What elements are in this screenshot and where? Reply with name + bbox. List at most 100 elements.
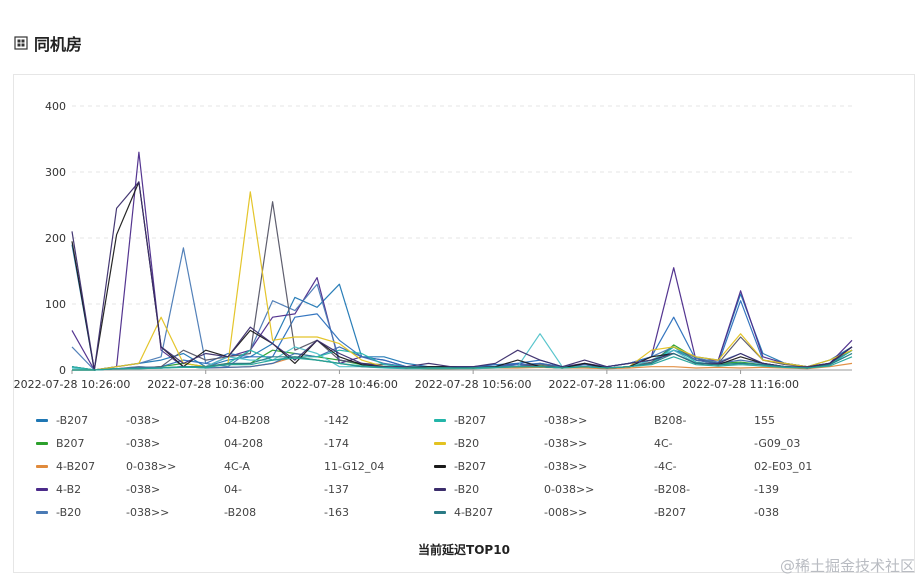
legend-label: 11-G12_04 — [324, 459, 385, 473]
legend-label: -038>> — [544, 413, 588, 427]
x-tick-label: 2022-07-28 11:06:00 — [548, 378, 665, 391]
legend-item[interactable]: 04-208 — [224, 435, 263, 451]
legend-item[interactable]: 04- — [224, 481, 242, 497]
legend-swatch — [434, 464, 446, 468]
page-title: 同机房 — [34, 35, 83, 54]
legend-item[interactable]: -008>> — [544, 504, 587, 520]
legend-item[interactable]: -038> — [126, 481, 160, 497]
legend-item[interactable]: 4-B207 — [434, 504, 493, 520]
legend-item[interactable]: -G09_03 — [754, 435, 800, 451]
legend-item[interactable]: -038>> — [544, 435, 587, 451]
legend-item[interactable]: 4C-A — [224, 458, 250, 474]
legend-item[interactable]: 155 — [754, 412, 775, 428]
legend-item[interactable]: -B20 — [434, 435, 479, 451]
legend-item[interactable]: -142 — [324, 412, 349, 428]
legend-label: B208- — [654, 413, 687, 427]
legend-label: -038>> — [544, 436, 588, 450]
legend-label: -137 — [324, 482, 349, 496]
series-line-3 — [71, 151, 853, 371]
legend-item[interactable]: -B207 — [434, 412, 486, 428]
y-tick-label: 300 — [45, 166, 66, 179]
legend-label: 4-B207 — [454, 505, 494, 519]
legend-item[interactable]: B208- — [654, 412, 687, 428]
legend-item[interactable]: 4C- — [654, 435, 673, 451]
legend-label: 4C-A — [224, 459, 250, 473]
legend-label: -038>> — [544, 459, 588, 473]
legend-label: -038> — [126, 482, 161, 496]
x-tick-label: 2022-07-28 10:26:00 — [14, 378, 130, 391]
legend-label: -4C- — [654, 459, 677, 473]
legend-label: 0-038>> — [126, 459, 177, 473]
legend-label: -B20 — [454, 482, 480, 496]
legend-item[interactable]: -038> — [126, 412, 160, 428]
legend-item[interactable]: -038>> — [544, 458, 587, 474]
latency-line-chart: 0 100 200 300 400 2022-07-28 10:26:00 2022-07-… — [14, 100, 853, 391]
x-tick-label: 2022-07-28 10:56:00 — [415, 378, 532, 391]
legend-item[interactable]: -B207 — [434, 458, 486, 474]
legend-label: -B207 — [454, 413, 487, 427]
legend-swatch — [36, 418, 48, 422]
legend-item[interactable]: -B20 — [36, 504, 81, 520]
legend-label: -B207 — [654, 505, 687, 519]
x-tick-label: 2022-07-28 10:36:00 — [147, 378, 264, 391]
legend-swatch — [434, 487, 446, 491]
legend-label: -038> — [126, 413, 161, 427]
legend-item[interactable]: -163 — [324, 504, 349, 520]
legend-item[interactable]: -174 — [324, 435, 349, 451]
legend-item[interactable]: -B207 — [654, 504, 686, 520]
legend-label: -038> — [126, 436, 161, 450]
legend-label: 04-208 — [224, 436, 263, 450]
legend-item[interactable]: -137 — [324, 481, 349, 497]
legend-label: B207 — [56, 436, 85, 450]
legend-item[interactable]: -B207 — [36, 412, 88, 428]
legend-item[interactable]: -038 — [754, 504, 779, 520]
chart-panel: 0 100 200 300 400 2022-07-28 10:26:00 2022-07-… — [13, 74, 915, 573]
legend-item[interactable]: -4C- — [654, 458, 677, 474]
legend-label: -B20 — [454, 436, 480, 450]
legend-label: -B208 — [224, 505, 257, 519]
legend-item[interactable]: 02-E03_01 — [754, 458, 812, 474]
legend-label: -174 — [324, 436, 349, 450]
legend-item[interactable]: 4-B2 — [36, 481, 81, 497]
section-header: 同机房 — [14, 31, 82, 55]
series-line-12 — [71, 181, 853, 371]
legend-swatch — [36, 441, 48, 445]
legend-item[interactable]: -139 — [754, 481, 779, 497]
watermark: @稀土掘金技术社区 — [779, 557, 915, 575]
legend-item[interactable]: 4-B207 — [36, 458, 95, 474]
legend-swatch — [36, 510, 48, 514]
y-tick-label: 0 — [59, 364, 66, 377]
legend-item[interactable]: 0-038>> — [544, 481, 594, 497]
legend-item[interactable]: -B208 — [224, 504, 256, 520]
legend-item[interactable]: -038> — [126, 435, 160, 451]
legend-label: -038 — [754, 505, 779, 519]
legend-swatch — [434, 510, 446, 514]
legend-label: -B207 — [454, 459, 487, 473]
legend-swatch — [36, 487, 48, 491]
legend-label: -008>> — [544, 505, 588, 519]
legend-label: -139 — [754, 482, 779, 496]
legend-item[interactable]: -038>> — [544, 412, 587, 428]
legend-label: 0-038>> — [544, 482, 595, 496]
legend-item[interactable]: -B208- — [654, 481, 690, 497]
legend-label: 4-B207 — [56, 459, 96, 473]
series-line-6 — [71, 201, 853, 371]
legend-item[interactable]: B207 — [36, 435, 85, 451]
y-tick-label: 400 — [45, 100, 66, 113]
legend-item[interactable]: -038>> — [126, 504, 169, 520]
legend-item[interactable]: 11-G12_04 — [324, 458, 384, 474]
legend-swatch — [434, 418, 446, 422]
legend-label: -038>> — [126, 505, 170, 519]
legend-item[interactable]: 04-B208 — [224, 412, 270, 428]
legend-swatch — [434, 441, 446, 445]
x-tick-label: 2022-07-28 10:46:00 — [281, 378, 398, 391]
legend-label: -G09_03 — [754, 436, 801, 450]
legend-label: -142 — [324, 413, 349, 427]
legend-item[interactable]: 0-038>> — [126, 458, 176, 474]
legend-label: -B208- — [654, 482, 691, 496]
legend-item[interactable]: -B20 — [434, 481, 479, 497]
legend-label: 02-E03_01 — [754, 459, 813, 473]
chart-subtitle: 当前延迟TOP10 — [418, 543, 510, 557]
legend-label: 04- — [224, 482, 242, 496]
legend-label: 155 — [754, 413, 775, 427]
